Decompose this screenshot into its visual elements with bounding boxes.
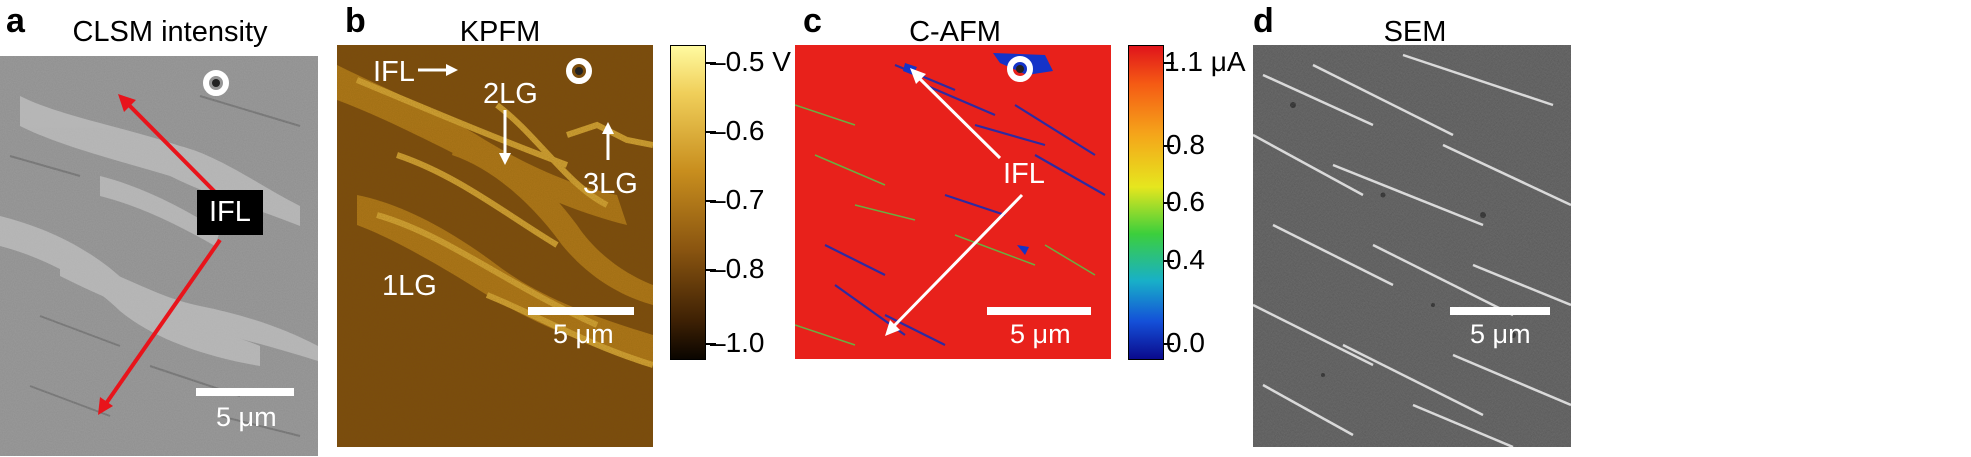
panel-c-tick-4 [1164,260,1174,262]
panel-b-marker-icon [566,58,592,84]
panel-c-colorbar-label-3: 0.6 [1166,186,1205,217]
panel-b-label-3lg: 3LG [583,168,638,200]
panel-b-tick-5 [706,343,716,345]
panel-a-scale-label: 5 μm [216,402,277,432]
panel-b-title: KPFM [459,16,541,48]
panel-d-title: SEM [1383,16,1447,48]
panel-b-tick-1 [706,62,716,64]
panel-b-letter: b [345,2,366,40]
panel-c-colorbar-label-2: 0.8 [1166,129,1205,160]
panel-d-image [1253,45,1571,447]
panel-d-scalebar [1450,307,1550,315]
panel-b-tick-3 [706,200,716,202]
panel-c-scale-label: 5 μm [1010,319,1071,349]
panel-b-scalebar [528,307,634,315]
panel-c-letter: c [803,2,822,40]
panel-b-colorbar-label-3: –0.7 [710,184,765,215]
panel-b-colorbar-label-5: –1.0 [710,327,765,358]
panel-a-scalebar [196,388,294,396]
panel-a-image [0,56,318,456]
panel-b-colorbar-label-2: –0.6 [710,115,765,146]
panel-a-marker-icon [203,70,229,96]
panel-b-colorbar-label-4: –0.8 [710,253,765,284]
panel-d-scale-label: 5 μm [1470,319,1531,349]
panel-a-letter: a [6,2,25,40]
panel-c-colorbar-label-4: 0.4 [1166,244,1205,275]
panel-b-scale-label: 5 μm [553,319,614,349]
panel-b-label-2lg: 2LG [483,78,538,110]
panel-c-title: C-AFM [909,16,1001,48]
panel-c-scalebar [987,307,1091,315]
panel-c-ifl-label: IFL [1003,158,1045,190]
panel-b-tick-2 [706,131,716,133]
panel-c-colorbar-label-5: 0.0 [1166,327,1205,358]
panel-b-label-1lg: 1LG [382,270,437,302]
panel-a-title: CLSM intensity [72,16,268,48]
panel-a-ifl-box: IFL [197,190,263,235]
panel-d-letter: d [1253,2,1274,40]
panel-b-image [337,45,653,447]
panel-c-tick-3 [1164,202,1174,204]
panel-c-colorbar-label-1: 1.1 μA [1164,46,1246,77]
panel-c-tick-1 [1164,62,1174,64]
panel-c-tick-5 [1164,343,1174,345]
panel-b-label-ifl: IFL [373,56,415,88]
panel-c-colorbar [1128,45,1164,360]
panel-b-tick-4 [706,269,716,271]
panel-b-colorbar-label-1: –0.5 V [710,46,791,77]
panel-c-tick-2 [1164,145,1174,147]
panel-c-marker-icon [1007,56,1033,82]
panel-b-colorbar [670,45,706,360]
